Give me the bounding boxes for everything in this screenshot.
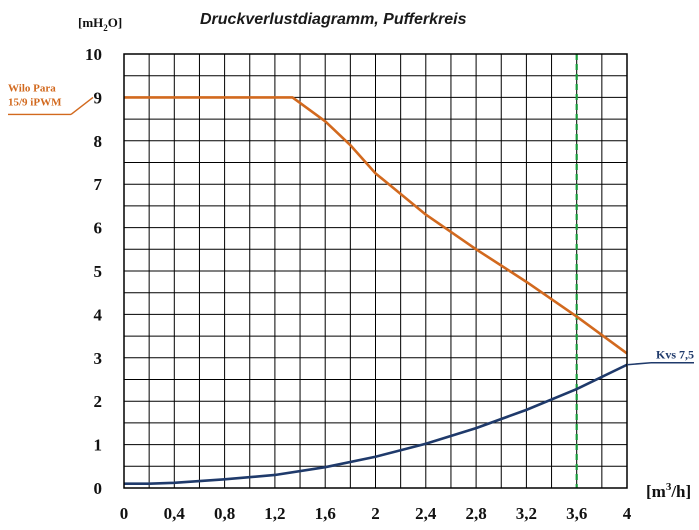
x-tick-label: 0 (120, 504, 129, 523)
x-tick-label: 2 (371, 504, 380, 523)
x-tick-label: 1,6 (315, 504, 336, 523)
chart-title: Druckverlustdiagramm, Pufferkreis (200, 11, 467, 28)
x-tick-label: 0,4 (164, 504, 186, 523)
pump-label-leader (70, 96, 94, 115)
x-tick-label: 1,2 (264, 504, 285, 523)
kvs-curve-line (124, 363, 628, 485)
y-unit-suffix: O] (108, 15, 122, 30)
x-tick-label: 2,8 (465, 504, 486, 523)
x-unit-prefix: [m (646, 482, 666, 501)
y-tick-label: 10 (85, 45, 102, 64)
y-unit-sub: 2 (103, 23, 108, 33)
y-tick-label: 1 (94, 436, 103, 455)
pump-series-label: Wilo Para (8, 82, 56, 94)
x-tick-label: 3,2 (516, 504, 537, 523)
y-tick-label: 4 (94, 305, 103, 324)
y-tick-label: 6 (94, 219, 103, 238)
y-tick-label: 7 (94, 175, 103, 194)
pump-series-label: 15/9 iPWM (8, 96, 62, 108)
y-tick-label: 9 (94, 88, 103, 107)
kvs-label-leader (626, 361, 652, 366)
x-unit-sup: 3 (666, 481, 672, 493)
y-tick-label: 3 (94, 349, 103, 368)
x-tick-label: 2,4 (415, 504, 437, 523)
y-tick-label: 8 (94, 132, 103, 151)
pump-curve-line (124, 96, 628, 355)
x-tick-label: 3,6 (566, 504, 587, 523)
x-tick-label: 0,8 (214, 504, 235, 523)
tick-labels: 0 0,4 0,8 1,2 1,6 2 2,4 2,8 3,2 3,6 4 0 1 2 3 4 5 6 7 8 9 10 (85, 45, 632, 523)
x-tick-label: 4 (623, 504, 632, 523)
x-unit-suffix: /h] (670, 482, 691, 501)
y-unit-prefix: [mH (78, 15, 103, 30)
y-tick-label: 2 (94, 392, 103, 411)
series-labels: Wilo Para 15/9 iPWM Kvs 7,5 (8, 82, 694, 366)
x-axis-unit-label: [m3/h] (646, 481, 691, 501)
grid (123, 53, 628, 489)
y-tick-label: 5 (94, 262, 103, 281)
kvs-series-label: Kvs 7,5 (656, 348, 694, 362)
plot-frame (123, 53, 628, 489)
y-tick-label: 0 (94, 479, 103, 498)
series-group (124, 96, 628, 485)
y-axis-unit-label: [mH2O] (78, 15, 122, 33)
